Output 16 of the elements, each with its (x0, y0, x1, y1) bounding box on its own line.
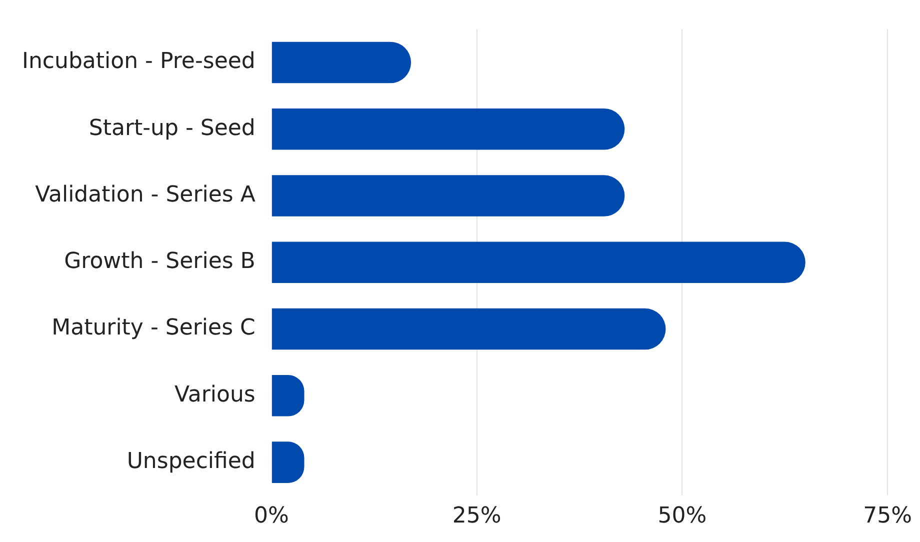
bar (272, 108, 625, 150)
y-tick-label: Incubation - Pre-seed (22, 49, 256, 74)
bar (272, 42, 412, 84)
y-tick-label: Maturity - Series C (52, 316, 256, 341)
y-tick-label: Start-up - Seed (88, 116, 256, 141)
y-tick-label: Growth - Series B (64, 249, 256, 274)
x-tick-label: 75% (863, 504, 912, 529)
x-tick-label: 50% (658, 504, 707, 529)
x-tick-label: 0% (254, 504, 289, 529)
y-tick-label: Various (174, 382, 256, 408)
bar (272, 308, 666, 350)
x-tick-label: 25% (452, 504, 502, 529)
bar (272, 242, 806, 284)
bar (272, 175, 625, 216)
y-tick-label: Unspecified (126, 449, 256, 474)
y-tick-label: Validation - Series A (35, 182, 256, 208)
